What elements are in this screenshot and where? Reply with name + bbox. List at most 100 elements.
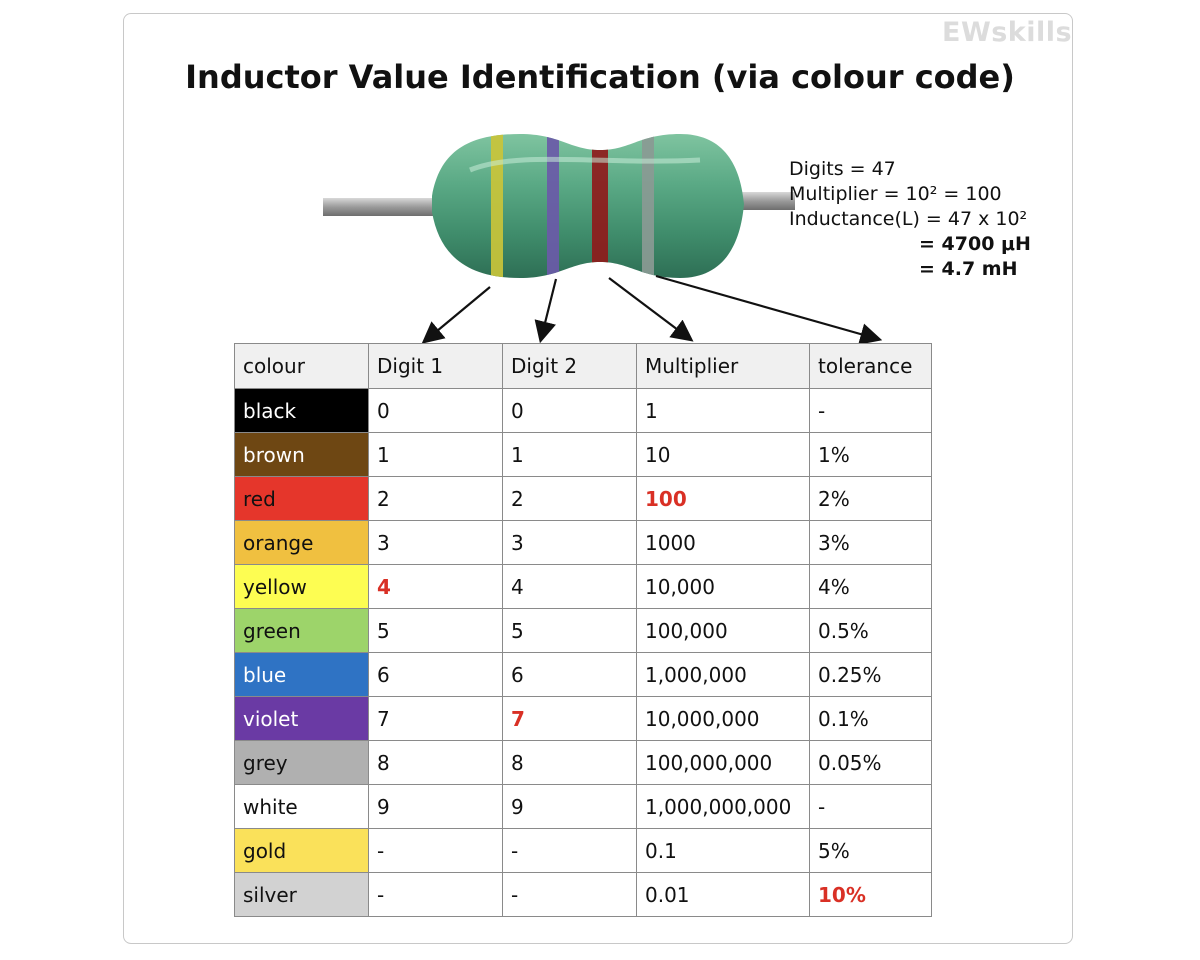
tolerance-cell: 0.25% (809, 652, 932, 697)
colour-cell: silver (234, 872, 369, 917)
multiplier-cell: 0.01 (636, 872, 810, 917)
colour-cell: violet (234, 696, 369, 741)
header-tolerance: tolerance (809, 343, 932, 389)
table-row: grey 8 8 100,000,000 0.05% (234, 740, 932, 785)
digit1-cell: 7 (368, 696, 503, 741)
multiplier-cell: 100 (636, 476, 810, 521)
tolerance-cell: 4% (809, 564, 932, 609)
multiplier-cell: 100,000 (636, 608, 810, 653)
header-colour: colour (234, 343, 369, 389)
tolerance-cell: 0.1% (809, 696, 932, 741)
digit2-cell: 2 (502, 476, 637, 521)
colour-cell: grey (234, 740, 369, 785)
table-row: gold - -0.1 5% (234, 828, 932, 873)
calc-result-mh: = 4.7 mH (919, 258, 1018, 280)
inductance-calculation: Digits = 47 Multiplier = 10² = 100 Induc… (789, 157, 1031, 282)
table-row: black 0 0 1- (234, 388, 932, 433)
digit1-cell: 6 (368, 652, 503, 697)
inductor-band-yellow (491, 134, 503, 278)
digit1-cell: 3 (368, 520, 503, 565)
digit1-cell: 8 (368, 740, 503, 785)
multiplier-cell: 1 (636, 388, 810, 433)
digit1-cell: 4 (368, 564, 503, 609)
header-multiplier: Multiplier (636, 343, 810, 389)
table-row: white 9 9 1,000,000,000- (234, 784, 932, 829)
digit2-cell: 8 (502, 740, 637, 785)
inductor-band-red (592, 134, 608, 278)
table-row: brown 1 1 10 1% (234, 432, 932, 477)
colour-cell: black (234, 388, 369, 433)
inductor-lead-left (323, 198, 443, 216)
tolerance-cell: - (809, 784, 932, 829)
calc-inductance: Inductance(L) = 47 x 10² (789, 208, 1028, 230)
digit2-cell: 1 (502, 432, 637, 477)
multiplier-cell: 0.1 (636, 828, 810, 873)
table-row: violet 7 7 10,000,000 0.1% (234, 696, 932, 741)
colour-cell: yellow (234, 564, 369, 609)
tolerance-cell: 0.5% (809, 608, 932, 653)
multiplier-cell: 1000 (636, 520, 810, 565)
multiplier-cell: 1,000,000 (636, 652, 810, 697)
digit1-cell: - (368, 872, 503, 917)
arrow-tolerance (655, 274, 883, 345)
colour-cell: blue (234, 652, 369, 697)
tolerance-cell: 3% (809, 520, 932, 565)
multiplier-cell: 10 (636, 432, 810, 477)
calc-result-uh: = 4700 μH (919, 233, 1031, 255)
inductor-body (432, 134, 744, 278)
colour-cell: gold (234, 828, 369, 873)
tolerance-cell: 0.05% (809, 740, 932, 785)
colour-cell: brown (234, 432, 369, 477)
digit2-cell: 0 (502, 388, 637, 433)
figure-title: Inductor Value Identification (via colou… (185, 58, 1015, 96)
body-highlight (469, 156, 701, 173)
colour-code-table: colour Digit 1 Digit 2 Multiplier tolera… (234, 343, 932, 917)
table-row: green 5 5 100,000 0.5% (234, 608, 932, 653)
arrow-multiplier (608, 277, 694, 342)
tolerance-cell: 5% (809, 828, 932, 873)
multiplier-cell: 100,000,000 (636, 740, 810, 785)
colour-cell: green (234, 608, 369, 653)
digit2-cell: 6 (502, 652, 637, 697)
tolerance-cell: - (809, 388, 932, 433)
digit1-cell: 1 (368, 432, 503, 477)
calc-multiplier: Multiplier = 10² = 100 (789, 183, 1002, 205)
colour-cell: red (234, 476, 369, 521)
table-header-row: colour Digit 1 Digit 2 Multiplier tolera… (234, 343, 932, 389)
inductor-band-violet (547, 134, 559, 278)
tolerance-cell: 1% (809, 432, 932, 477)
digit2-cell: 9 (502, 784, 637, 829)
arrow-digit2 (534, 278, 558, 344)
digit1-cell: - (368, 828, 503, 873)
table-row: yellow 4 4 10,000 4% (234, 564, 932, 609)
digit1-cell: 2 (368, 476, 503, 521)
digit2-cell: 3 (502, 520, 637, 565)
inductor-lead-right (735, 192, 795, 210)
table-row: blue 6 6 1,000,000 0.25% (234, 652, 932, 697)
arrow-digit1 (421, 286, 491, 344)
digit1-cell: 9 (368, 784, 503, 829)
digit1-cell: 0 (368, 388, 503, 433)
digit2-cell: 7 (502, 696, 637, 741)
multiplier-cell: 10,000,000 (636, 696, 810, 741)
colour-cell: white (234, 784, 369, 829)
digit1-cell: 5 (368, 608, 503, 653)
inductor-band-silver (642, 134, 654, 278)
header-digit1: Digit 1 (368, 343, 503, 389)
colour-cell: orange (234, 520, 369, 565)
brand-logo: EWskills (942, 17, 1073, 48)
digit2-cell: - (502, 828, 637, 873)
digit2-cell: 4 (502, 564, 637, 609)
multiplier-cell: 1,000,000,000 (636, 784, 810, 829)
calc-digits: Digits = 47 (789, 158, 896, 180)
header-digit2: Digit 2 (502, 343, 637, 389)
digit2-cell: 5 (502, 608, 637, 653)
table-row: red 2 2 100 2% (234, 476, 932, 521)
multiplier-cell: 10,000 (636, 564, 810, 609)
tolerance-cell: 2% (809, 476, 932, 521)
tolerance-cell: 10% (809, 872, 932, 917)
table-row: silver - -0.01 10% (234, 872, 932, 917)
digit2-cell: - (502, 872, 637, 917)
table-row: orange 3 3 1000 3% (234, 520, 932, 565)
